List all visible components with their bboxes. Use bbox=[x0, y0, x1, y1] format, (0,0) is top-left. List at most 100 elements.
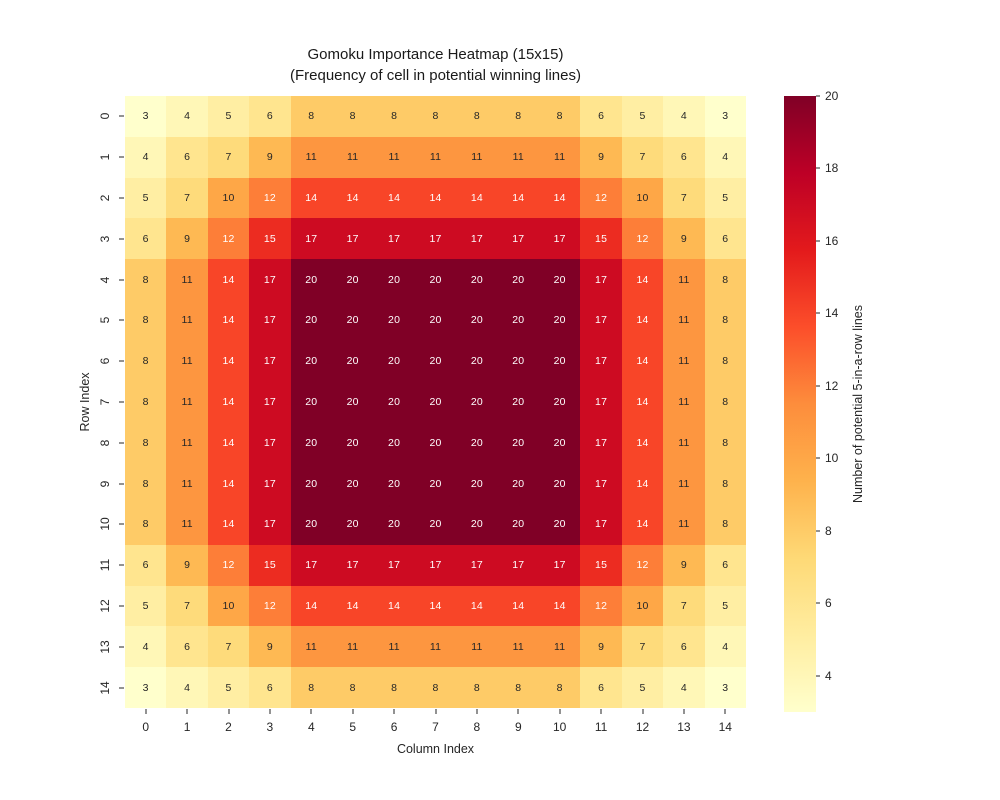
cell-value: 20 bbox=[553, 436, 566, 449]
cell-value: 14 bbox=[222, 355, 235, 368]
heatmap-cell: 14 bbox=[414, 177, 457, 219]
x-tick-mark bbox=[642, 709, 643, 714]
cell-value: 11 bbox=[554, 151, 566, 164]
cell-value: 14 bbox=[636, 518, 649, 531]
heatmap-cell: 11 bbox=[663, 299, 705, 341]
cell-value: 17 bbox=[388, 559, 401, 572]
colorbar-tick-label: 8 bbox=[825, 523, 832, 538]
cell-value: 11 bbox=[554, 640, 566, 653]
cell-value: 8 bbox=[308, 110, 315, 123]
cell-value: 20 bbox=[305, 436, 318, 449]
cell-value: 8 bbox=[432, 110, 439, 123]
cell-value: 8 bbox=[142, 477, 149, 490]
heatmap-cell: 8 bbox=[125, 463, 167, 504]
y-tick-label: 1 bbox=[98, 153, 112, 161]
cell-value: 6 bbox=[680, 151, 687, 164]
x-tick-mark bbox=[145, 709, 147, 714]
heatmap-cell: 17 bbox=[332, 544, 374, 586]
cell-value: 14 bbox=[222, 314, 235, 327]
cell-value: 14 bbox=[346, 191, 359, 204]
cell-value: 17 bbox=[263, 477, 276, 490]
heatmap-cell: 4 bbox=[166, 667, 208, 708]
cell-value: 17 bbox=[429, 559, 442, 572]
cell-value: 8 bbox=[722, 355, 729, 368]
heatmap-cell: 6 bbox=[125, 218, 167, 260]
y-tick-label: 12 bbox=[98, 599, 112, 613]
heatmap-cell: 20 bbox=[373, 381, 415, 423]
cell-value: 20 bbox=[305, 273, 318, 286]
heatmap-cell: 15 bbox=[580, 544, 622, 586]
heatmap-cell: 12 bbox=[580, 177, 622, 219]
cell-value: 20 bbox=[305, 314, 318, 327]
cell-value: 11 bbox=[305, 640, 317, 653]
cell-value: 20 bbox=[470, 355, 483, 368]
x-tick-label: 13 bbox=[677, 720, 691, 734]
cell-value: 17 bbox=[305, 232, 318, 245]
heatmap-cell: 17 bbox=[249, 259, 291, 300]
cell-value: 7 bbox=[225, 640, 232, 653]
heatmap-cell: 20 bbox=[497, 503, 539, 545]
heatmap-cell: 17 bbox=[249, 299, 291, 341]
heatmap-cell: 20 bbox=[414, 299, 457, 341]
cell-value: 20 bbox=[388, 436, 401, 449]
x-tick-mark bbox=[435, 709, 436, 714]
cell-value: 14 bbox=[636, 273, 649, 286]
cell-value: 20 bbox=[470, 477, 483, 490]
heatmap-cell: 17 bbox=[373, 218, 415, 260]
cell-value: 12 bbox=[636, 559, 649, 572]
heatmap-cell: 14 bbox=[207, 340, 250, 382]
cell-value: 14 bbox=[429, 191, 442, 204]
heatmap-cell: 8 bbox=[373, 667, 415, 708]
y-tick-mark bbox=[119, 483, 124, 485]
heatmap-cell: 9 bbox=[580, 136, 622, 178]
heatmap-cell: 8 bbox=[456, 667, 498, 708]
x-tick-mark bbox=[228, 709, 229, 714]
heatmap-cell: 5 bbox=[621, 96, 664, 137]
cell-value: 17 bbox=[263, 314, 276, 327]
cell-value: 8 bbox=[142, 395, 149, 408]
colorbar bbox=[784, 96, 816, 712]
cell-value: 14 bbox=[553, 191, 566, 204]
cell-value: 14 bbox=[388, 599, 401, 612]
x-tick-label: 12 bbox=[635, 720, 650, 734]
cell-value: 5 bbox=[225, 110, 232, 123]
y-tick-label: 4 bbox=[98, 276, 112, 283]
colorbar-tick-mark bbox=[816, 530, 820, 532]
heatmap-cell: 17 bbox=[580, 259, 622, 300]
y-tick-mark bbox=[119, 401, 124, 403]
x-tick-mark bbox=[393, 709, 395, 714]
cell-value: 9 bbox=[184, 232, 191, 245]
cell-value: 8 bbox=[722, 477, 729, 490]
heatmap-cell: 14 bbox=[621, 259, 664, 300]
cell-value: 8 bbox=[722, 395, 729, 408]
heatmap-cell: 5 bbox=[207, 96, 250, 137]
cell-value: 14 bbox=[305, 599, 318, 612]
cell-value: 20 bbox=[429, 314, 442, 327]
cell-value: 12 bbox=[222, 232, 235, 245]
cell-value: 20 bbox=[512, 518, 525, 531]
heatmap-cell: 20 bbox=[332, 299, 374, 341]
cell-value: 8 bbox=[308, 681, 315, 694]
x-tick-mark bbox=[310, 709, 312, 714]
heatmap-cell: 20 bbox=[456, 422, 498, 464]
heatmap-cell: 14 bbox=[621, 381, 664, 423]
cell-value: 20 bbox=[470, 518, 483, 531]
cell-value: 20 bbox=[429, 355, 442, 368]
cell-value: 11 bbox=[347, 151, 359, 164]
cell-value: 20 bbox=[470, 436, 483, 449]
heatmap-cell: 8 bbox=[125, 259, 167, 300]
heatmap-cell: 17 bbox=[249, 503, 291, 545]
heatmap-cell: 17 bbox=[414, 218, 457, 260]
heatmap-cell: 17 bbox=[497, 544, 539, 586]
heatmap-cell: 6 bbox=[663, 136, 705, 178]
heatmap-cell: 12 bbox=[207, 218, 250, 260]
heatmap-cell: 20 bbox=[456, 259, 498, 300]
heatmap-cell: 14 bbox=[332, 177, 374, 219]
y-tick-label: 11 bbox=[98, 558, 112, 572]
cell-value: 11 bbox=[305, 151, 317, 164]
cell-value: 11 bbox=[678, 436, 690, 449]
cell-value: 7 bbox=[225, 151, 232, 164]
cell-value: 20 bbox=[346, 518, 359, 531]
heatmap-cell: 20 bbox=[332, 422, 374, 464]
cell-value: 8 bbox=[473, 681, 480, 694]
